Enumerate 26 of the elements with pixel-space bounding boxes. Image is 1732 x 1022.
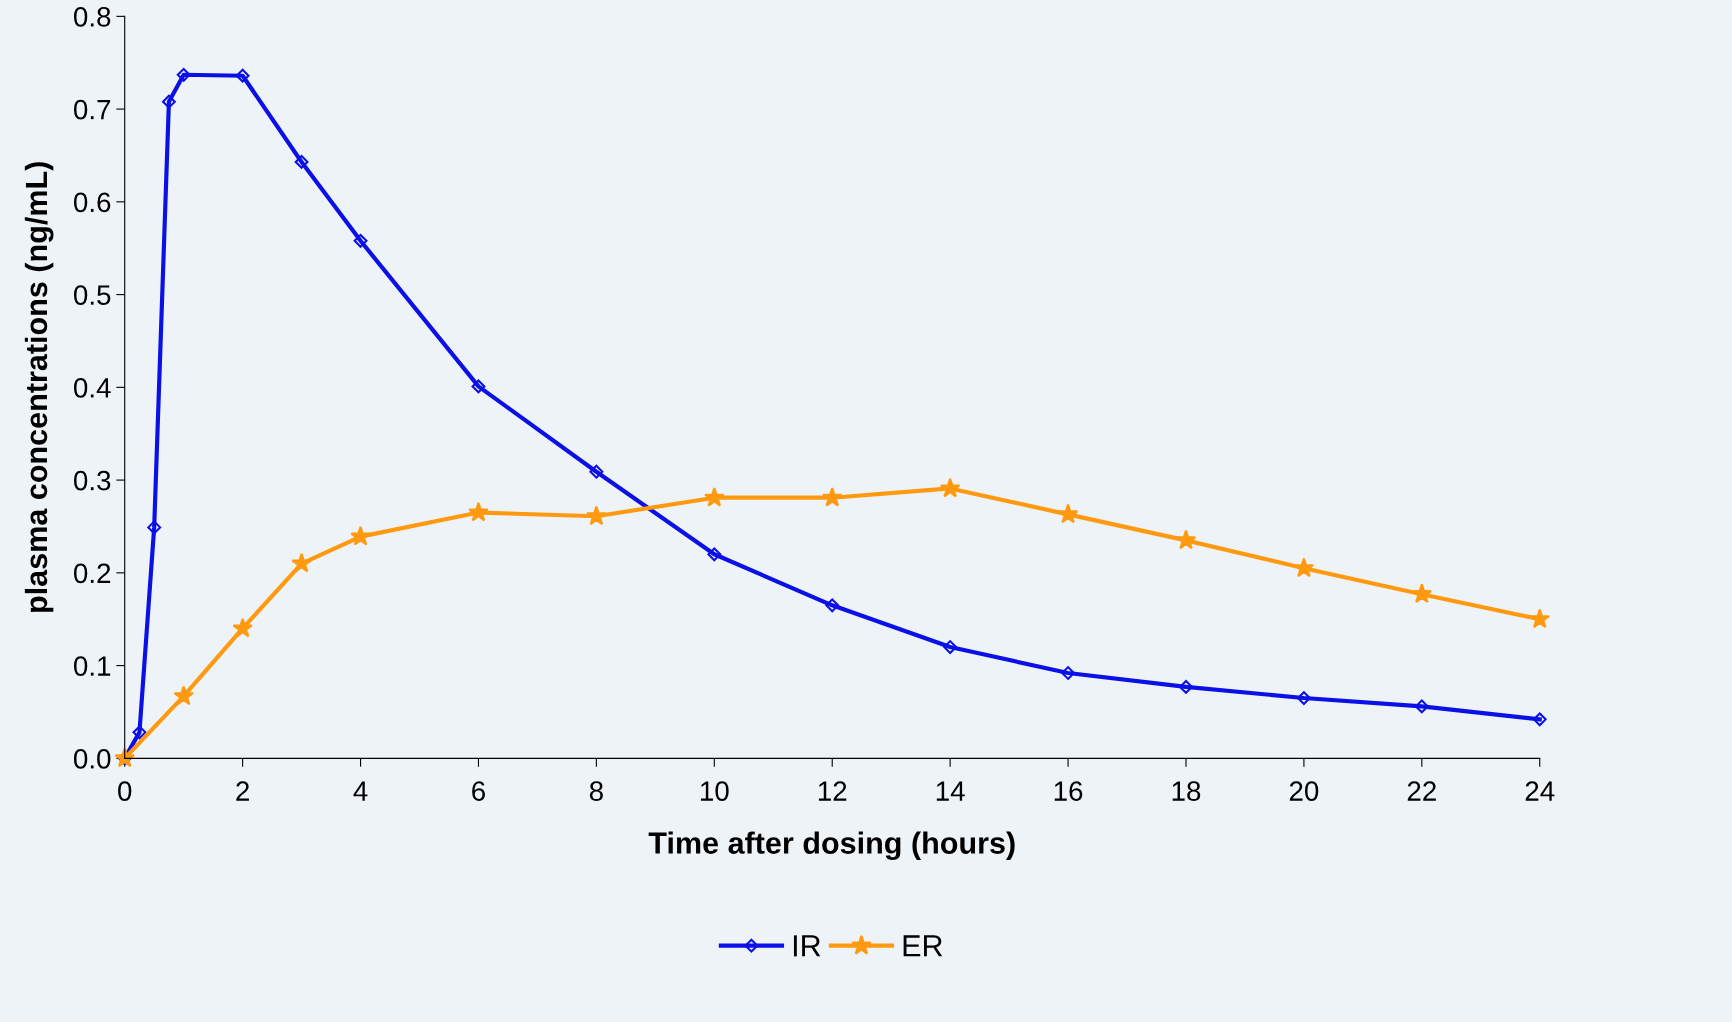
y-tick-label: 0.6 — [73, 192, 111, 213]
y-tick-label: 0.3 — [73, 470, 111, 491]
x-tick-label: 6 — [472, 781, 485, 801]
x-tick-label: 12 — [818, 781, 847, 801]
x-tick-label: 20 — [1289, 781, 1319, 801]
x-tick-label: 2 — [236, 781, 249, 801]
x-tick-label: 4 — [353, 781, 368, 801]
y-axis-title: plasma concentrations (ng/mL) — [24, 162, 54, 612]
y-tick-label: 0.8 — [73, 7, 111, 27]
y-tick-label: 0.2 — [73, 563, 111, 584]
x-tick-label: 10 — [700, 781, 729, 801]
x-tick-label: 8 — [589, 781, 603, 801]
y-tick-label: 0.4 — [73, 378, 111, 398]
x-tick-label: 14 — [936, 781, 965, 801]
x-tick-label: 16 — [1054, 781, 1083, 801]
legend-label: ER — [903, 935, 943, 957]
y-tick-label: 0.7 — [73, 99, 111, 120]
y-tick-label: 0.5 — [73, 285, 111, 305]
x-axis-title: Time after dosing (hours) — [648, 831, 1015, 861]
y-tick-label: 0.0 — [73, 748, 111, 769]
x-tick-label: 24 — [1525, 781, 1555, 801]
legend-label: IR — [793, 935, 821, 957]
x-tick-label: 18 — [1172, 781, 1201, 801]
x-tick-label: 0 — [118, 781, 132, 801]
x-tick-label: 22 — [1407, 781, 1436, 801]
y-tick-label: 0.1 — [73, 656, 111, 676]
